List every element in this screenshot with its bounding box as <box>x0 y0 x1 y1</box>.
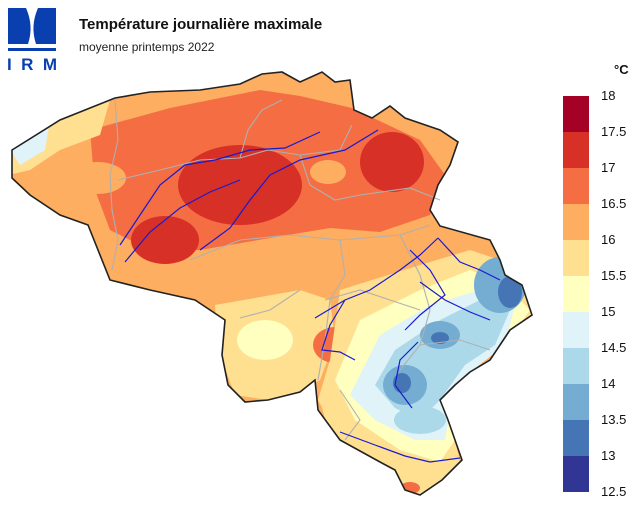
legend-swatch <box>563 456 589 492</box>
map-title: Température journalière maximale <box>79 16 323 33</box>
color-legend: 18 17.5 17 16.5 16 15.5 15 14.5 14 13.5 13 12.5 <box>563 88 640 499</box>
temperature-field <box>12 72 532 495</box>
legend-swatch <box>563 168 589 204</box>
legend-swatch <box>563 276 589 312</box>
legend-tick-label: 14 <box>601 376 616 391</box>
legend-tick-label: 17 <box>601 160 616 175</box>
legend-tick-label: 13.5 <box>601 412 627 427</box>
legend-tick-label: 12.5 <box>601 484 627 499</box>
legend-swatch <box>563 204 589 240</box>
legend-swatch <box>563 132 589 168</box>
legend-swatch <box>563 384 589 420</box>
legend-tick-label: 16 <box>601 232 616 247</box>
legend-swatch <box>563 348 589 384</box>
legend-swatch <box>563 420 589 456</box>
legend-tick-label: 15 <box>601 304 616 319</box>
legend-tick-label: 17.5 <box>601 124 627 139</box>
map-subtitle: moyenne printemps 2022 <box>79 40 215 54</box>
legend-swatch <box>563 96 589 132</box>
legend-tick-label: 15.5 <box>601 268 627 283</box>
legend-tick-label: 18 <box>601 88 616 103</box>
legend-unit: °C <box>614 62 629 77</box>
legend-tick-label: 16.5 <box>601 196 627 211</box>
legend-tick-label: 14.5 <box>601 340 627 355</box>
irm-logo: IRM <box>7 8 57 74</box>
rivers <box>119 129 501 463</box>
legend-swatch <box>563 312 589 348</box>
province-borders <box>109 99 491 441</box>
legend-swatch <box>563 240 589 276</box>
legend-tick-label: 13 <box>601 448 616 463</box>
